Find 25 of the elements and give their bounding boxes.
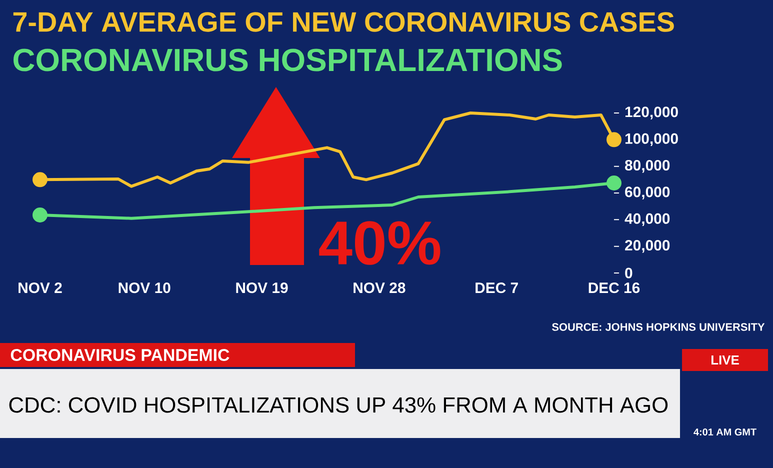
point [606, 132, 622, 148]
source-note: SOURCE: JOHNS HOPKINS UNIVERSITY [552, 323, 765, 331]
y-tick-label: 60,000 [625, 186, 670, 200]
x-tick-label: NOV 28 [354, 282, 406, 294]
x-tick-label: NOV 2 [18, 282, 62, 294]
x-tick-label: DEC 16 [588, 282, 640, 294]
point [606, 176, 622, 190]
point [32, 172, 48, 188]
text: 4:01 AM GMT [694, 428, 756, 436]
x-tick-label: NOV 19 [236, 282, 288, 294]
y-tick-label: 100,000 [625, 133, 678, 146]
y-tick-label: 120,000 [625, 106, 678, 120]
y-tick-label: 80,000 [624, 160, 670, 173]
text: 7-DAY AVERAGE OF NEW CORONAVIRUS CASES [13, 12, 674, 32]
annotation: 40% [319, 221, 440, 265]
x-tick-label: NOV 10 [118, 282, 170, 294]
x-tick-label: DEC 7 [476, 282, 518, 294]
point [32, 208, 48, 222]
y-tick-label: 40,000 [624, 213, 670, 226]
text: CORONAVIRUS HOSPITALIZATIONS [14, 48, 562, 72]
text: CORONAVIRUS PANDEMIC [10, 349, 230, 361]
text: LIVE [711, 356, 739, 364]
y-tick-label: 0 [625, 268, 632, 278]
text: CDC: COVID HOSPITALIZATIONS UP 43% FROM A MONTH AGO [9, 397, 668, 413]
y-tick-label: 20,000 [625, 240, 670, 253]
